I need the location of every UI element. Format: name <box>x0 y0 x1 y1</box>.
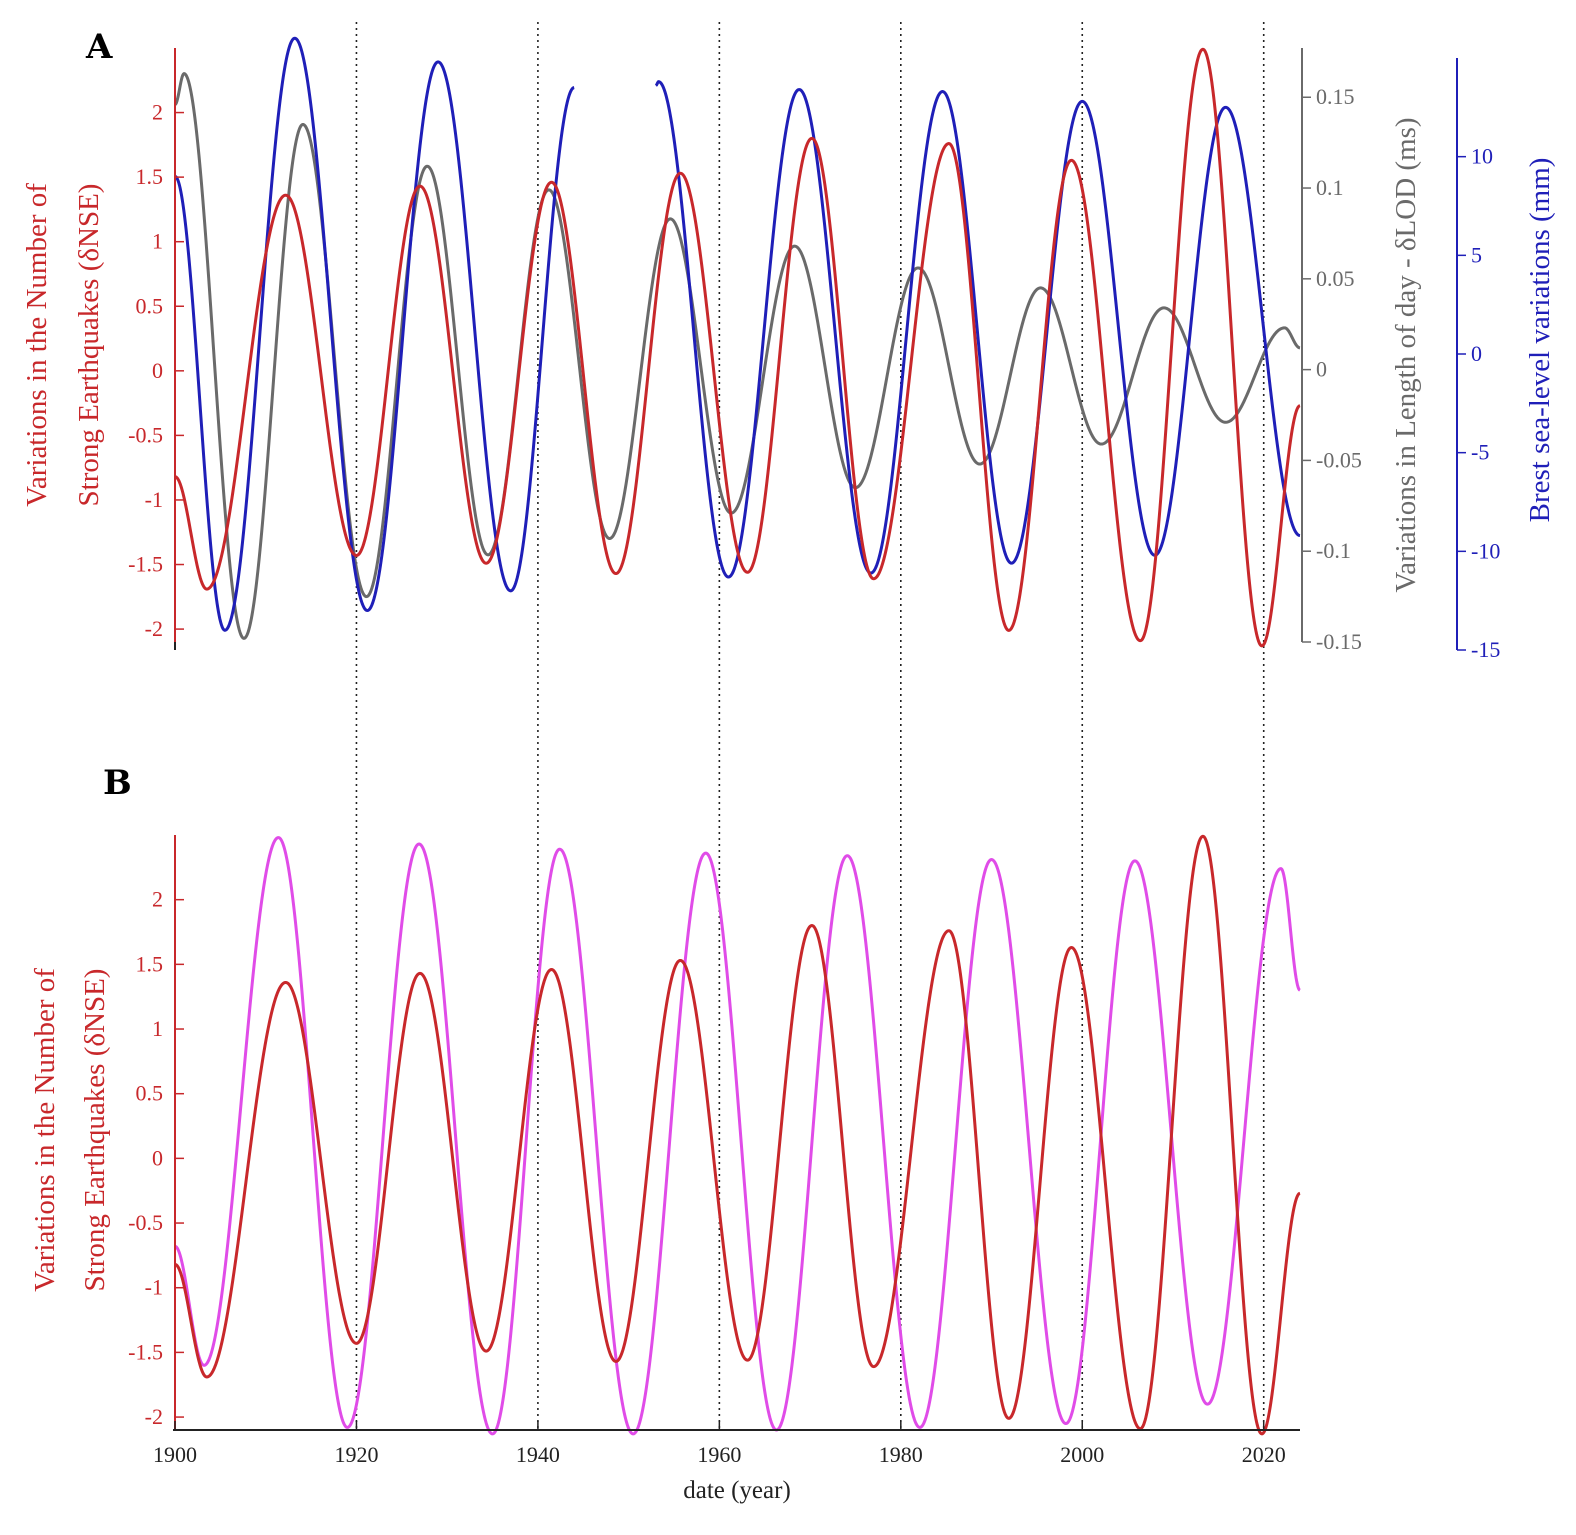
panel-b-plot-area <box>174 834 1301 1436</box>
panel-a-left-tick-label: -0.5 <box>128 422 163 447</box>
panel-a-left-ylabel-line1: Variations in the Number of <box>21 183 53 507</box>
panel-a-lod-tick-label: 0.15 <box>1316 84 1355 109</box>
panel-a-left-tick-label: -1 <box>145 487 163 512</box>
panel-a-axes: -2 -1.5 -1 -0.5 0 0.5 1 1.5 2 -0.15 -0.1 -0.05 0 0.05… <box>128 48 1500 662</box>
x-axis-label: date (year) <box>683 1477 791 1504</box>
panel-a-sea-tick-label: 10 <box>1471 144 1493 169</box>
panel-a-sea-tick-label: -15 <box>1471 637 1500 662</box>
panel-b-left-tick-label: -1.5 <box>128 1339 163 1364</box>
panel-b-left-ylabel-line2: Strong Earthquakes (δNSE) <box>79 969 111 1292</box>
panel-a-label: A <box>85 27 113 67</box>
panel-a-lod-tick-label: 0.05 <box>1316 266 1355 291</box>
panel-b-label: B <box>103 763 132 803</box>
x-tick-label: 2020 <box>1242 1442 1286 1467</box>
panel-a-plot-area <box>174 36 1301 648</box>
nse-series-line <box>174 47 1301 648</box>
panel-b-left-tick-label: 0 <box>152 1145 163 1170</box>
panel-b-left-tick-label: -1 <box>145 1275 163 1300</box>
panel-a-left-ylabel-line2: Strong Earthquakes (δNSE) <box>73 184 105 507</box>
panel-a-sea-tick-label: -10 <box>1471 538 1500 563</box>
panel-b-left-ylabel-line1: Variations in the Number of <box>29 968 61 1292</box>
comparison-series-line <box>174 836 1301 1436</box>
panel-a-left-tick-label: 0.5 <box>136 293 164 318</box>
panel-a-left-tick-label: 2 <box>152 100 163 125</box>
panel-a-lod-tick-label: -0.1 <box>1316 538 1351 563</box>
panel-b-left-tick-label: -2 <box>145 1404 163 1429</box>
panel-a-lod-tick-label: -0.15 <box>1316 629 1362 654</box>
panel-b-left-tick-label: 1.5 <box>136 951 164 976</box>
sea-level-series-line-segment-2 <box>654 80 1301 579</box>
panel-a-left-tick-label: 0 <box>152 358 163 383</box>
sea-level-series-line-segment-1 <box>174 36 575 632</box>
panel-a-sea-tick-label: 5 <box>1471 242 1482 267</box>
panel-a-left-tick-label: 1.5 <box>136 164 164 189</box>
panel-a-lod-tick-label: 0 <box>1316 357 1327 382</box>
x-tick-label: 1960 <box>697 1442 741 1467</box>
panel-b-left-tick-label: 1 <box>152 1016 163 1041</box>
panel-a-gridlines <box>355 22 1265 1430</box>
panel-b-left-tick-label: -0.5 <box>128 1210 163 1235</box>
panel-b-axes: -2 -1.5 -1 -0.5 0 0.5 1 1.5 2 1900 1920 1940 1960 198… <box>128 835 1300 1467</box>
x-tick-label: 1940 <box>516 1442 560 1467</box>
x-tick-label: 1920 <box>334 1442 378 1467</box>
panel-a-left-tick-label: -1.5 <box>128 552 163 577</box>
panel-a-left-tick-label: -2 <box>145 616 163 641</box>
panel-a-lod-tick-label: 0.1 <box>1316 175 1344 200</box>
x-tick-label: 1900 <box>153 1442 197 1467</box>
panel-a-lod-ylabel: Variations in Length of day - δLOD (ms) <box>1390 117 1422 592</box>
panel-a-sea-tick-label: -5 <box>1471 440 1489 465</box>
panel-a-sea-level-ylabel: Brest sea-level variations (mm) <box>1524 158 1556 523</box>
panel-a-lod-tick-label: -0.05 <box>1316 447 1362 472</box>
panel-a-sea-tick-label: 0 <box>1471 341 1482 366</box>
x-tick-label: 1980 <box>879 1442 923 1467</box>
lod-series-line <box>174 72 1301 640</box>
x-tick-label: 2000 <box>1060 1442 1104 1467</box>
panel-a-left-tick-label: 1 <box>152 229 163 254</box>
panel-b-nse-series-line <box>174 834 1301 1436</box>
panel-b-left-tick-label: 0.5 <box>136 1081 164 1106</box>
panel-b-left-tick-label: 2 <box>152 887 163 912</box>
